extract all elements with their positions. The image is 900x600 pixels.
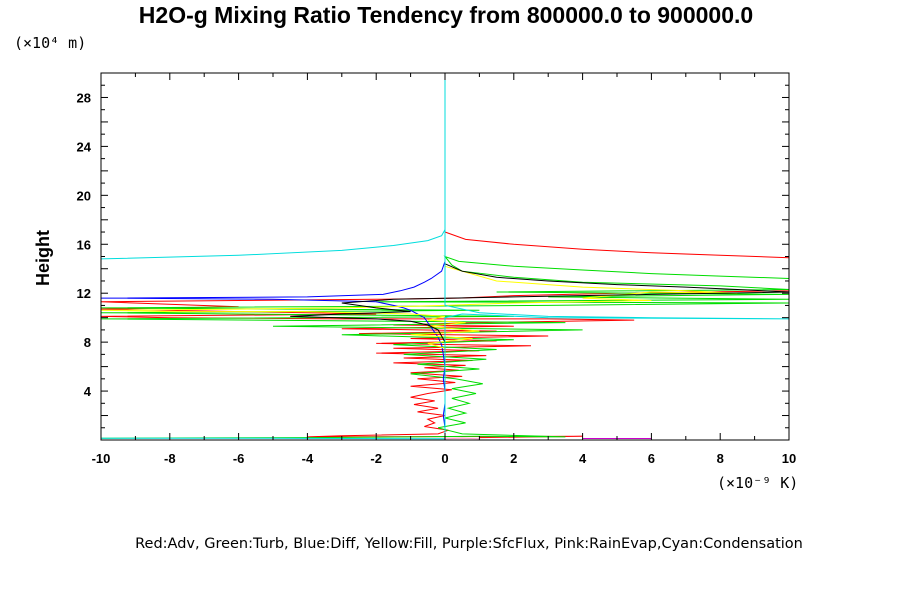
series-line-black [290, 263, 789, 343]
y-tick-label: 28 [77, 90, 91, 105]
x-tick-label: -2 [370, 451, 382, 466]
x-tick-label: 6 [648, 451, 655, 466]
x-axis: -10 -8 -6 -4 -2 0 2 4 6 8 10 [92, 73, 796, 466]
y-tick-label: 20 [77, 188, 91, 203]
series-line-rainevap [444, 437, 480, 440]
chart-title: H2O-g Mixing Ratio Tendency from 800000.… [139, 2, 753, 28]
series-group [101, 73, 789, 440]
x-axis-unit: (×10⁻⁹ K) [717, 474, 798, 492]
x-tick-label: 2 [510, 451, 517, 466]
y-tick-label: 12 [77, 286, 91, 301]
series-line-condensation [101, 73, 789, 440]
y-tick-label: 16 [77, 237, 91, 252]
y-axis: 4 8 12 16 20 24 28 [77, 72, 789, 429]
x-tick-label: -4 [302, 451, 314, 466]
x-tick-label: -10 [92, 451, 111, 466]
series-line-diff [101, 261, 446, 437]
x-tick-label: 0 [441, 451, 448, 466]
x-tick-label: 8 [717, 451, 724, 466]
y-axis-label: Height [33, 230, 53, 286]
y-tick-label: 8 [84, 335, 91, 350]
plot-area [100, 72, 790, 441]
x-tick-label: -8 [164, 451, 176, 466]
y-axis-unit: (×10⁴ m) [14, 34, 86, 52]
series-line-turb [101, 255, 789, 439]
y-tick-label: 24 [77, 139, 92, 154]
x-tick-label: 4 [579, 451, 587, 466]
x-tick-label: -6 [233, 451, 245, 466]
x-tick-label: 10 [782, 451, 796, 466]
y-tick-label: 4 [84, 384, 92, 399]
legend-text: Red:Adv, Green:Turb, Blue:Diff, Yellow:F… [135, 536, 803, 552]
